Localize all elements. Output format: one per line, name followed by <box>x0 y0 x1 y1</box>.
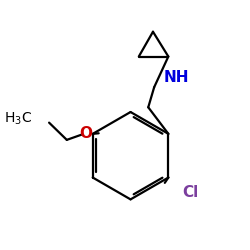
Text: Cl: Cl <box>182 185 199 200</box>
Text: NH: NH <box>164 70 189 85</box>
Text: H$_3$C: H$_3$C <box>4 110 32 126</box>
Text: O: O <box>79 126 92 141</box>
